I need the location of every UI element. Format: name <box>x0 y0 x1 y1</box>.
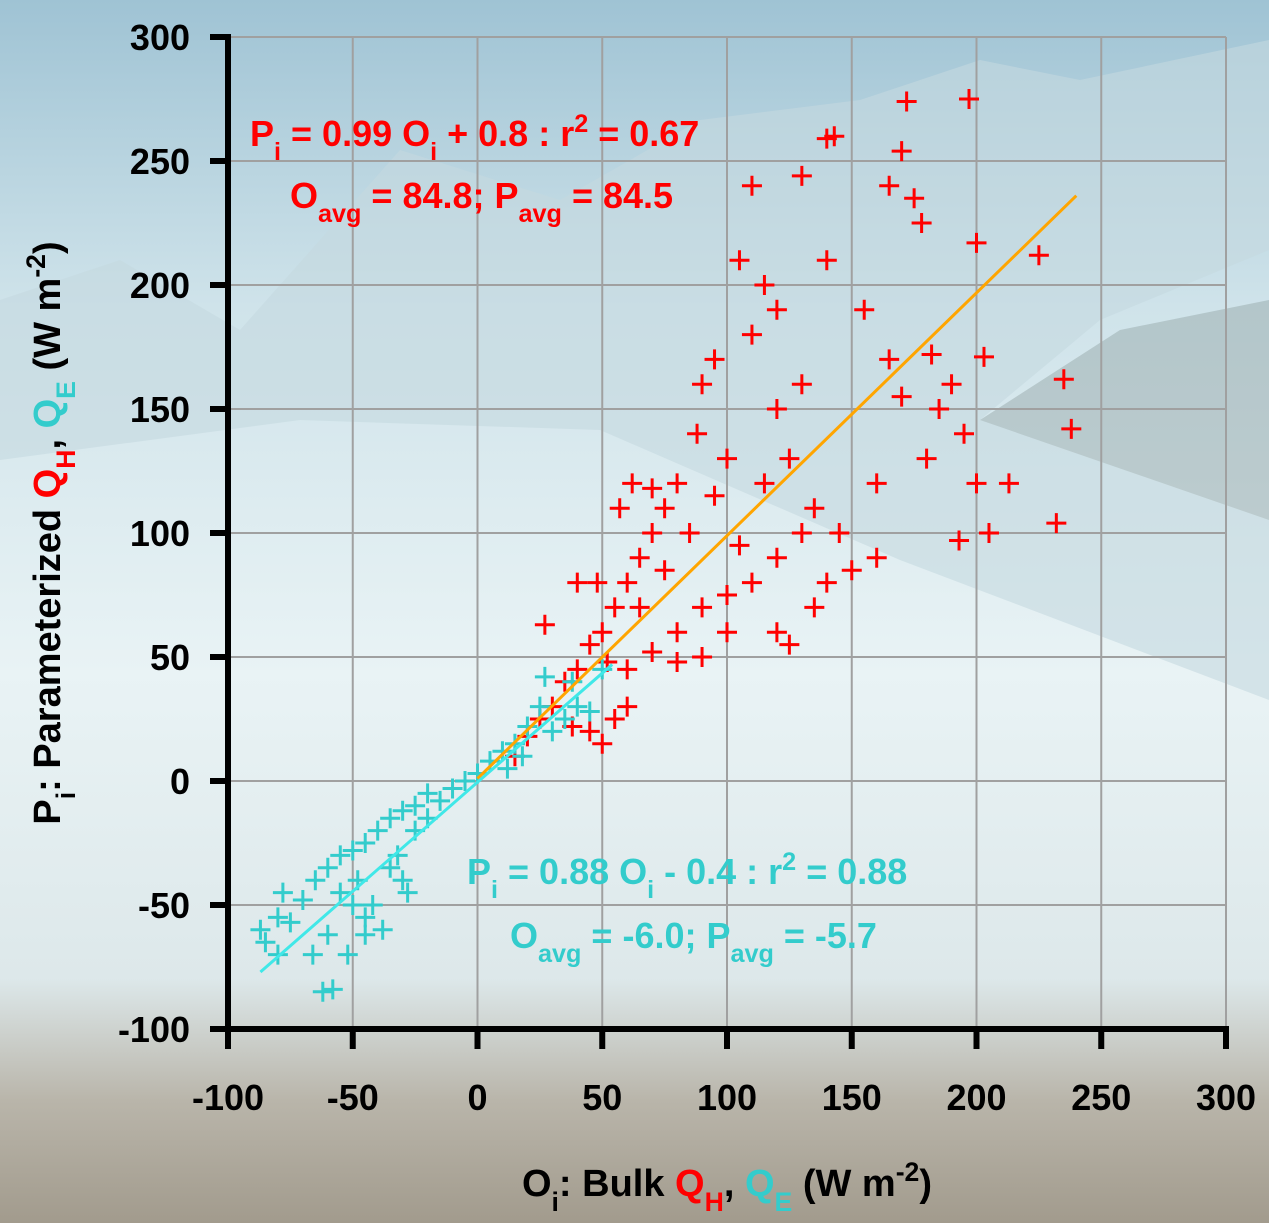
text-run: Q <box>27 469 69 499</box>
text-run: = 84.5 <box>562 175 673 216</box>
superscript: 2 <box>782 848 796 876</box>
superscript: -2 <box>896 1157 920 1187</box>
subscript: i <box>51 792 81 799</box>
subscript: i <box>552 1187 559 1217</box>
y-tick-label: 300 <box>130 17 190 58</box>
text-run: ) <box>27 241 69 254</box>
text-run: = 84.8; P <box>361 175 518 216</box>
superscript: -2 <box>21 254 51 278</box>
text-run: : Bulk <box>559 1163 675 1205</box>
subscript: i <box>491 876 498 904</box>
superscript: 2 <box>574 110 588 138</box>
text-run: = -5.7 <box>774 915 877 956</box>
subscript: i <box>647 876 654 904</box>
y-tick-label: -50 <box>138 885 190 926</box>
text-run: , <box>724 1163 745 1205</box>
subscript: E <box>775 1187 793 1217</box>
subscript: H <box>51 450 81 469</box>
text-run: Q <box>745 1163 775 1205</box>
text-run: ) <box>919 1163 932 1205</box>
x-tick-label: 150 <box>822 1077 882 1118</box>
x-tick-label: -100 <box>192 1077 264 1118</box>
text-run: (W m <box>27 278 69 381</box>
text-run: , <box>27 428 69 449</box>
text-run: P <box>27 799 69 824</box>
text-run: = 0.88 O <box>498 851 647 892</box>
text-run: = 0.88 <box>796 851 907 892</box>
y-tick-label: 0 <box>170 761 190 802</box>
x-tick-label: 300 <box>1196 1077 1256 1118</box>
chart: -100 -50 0 50 100 150 200 250 300 -100 -50 0 50 100 15… <box>0 0 1269 1223</box>
text-run: O <box>510 915 538 956</box>
text-run: - 0.4 : r <box>654 851 782 892</box>
text-run: P <box>250 113 274 154</box>
subscript: E <box>51 381 81 399</box>
subscript: avg <box>318 200 361 228</box>
text-run: = -6.0; P <box>581 915 730 956</box>
subscript: avg <box>538 940 581 968</box>
x-tick-label: 0 <box>467 1077 487 1118</box>
x-tick-label: -50 <box>327 1077 379 1118</box>
text-run: P <box>467 851 491 892</box>
text-run: Q <box>27 399 69 429</box>
y-tick-label: 150 <box>130 389 190 430</box>
y-tick-label: 250 <box>130 141 190 182</box>
subscript: avg <box>519 200 562 228</box>
subscript: avg <box>730 940 773 968</box>
y-tick-label: 200 <box>130 265 190 306</box>
y-tick-label: 50 <box>150 637 190 678</box>
x-tick-label: 200 <box>946 1077 1006 1118</box>
text-run: O <box>522 1163 552 1205</box>
subscript: H <box>705 1187 724 1217</box>
subscript: i <box>430 138 437 166</box>
y-tick-label: -100 <box>118 1009 190 1050</box>
x-tick-label: 250 <box>1071 1077 1131 1118</box>
text-run: = 0.67 <box>588 113 699 154</box>
text-run: (W m <box>792 1163 895 1205</box>
y-tick-label: 100 <box>130 513 190 554</box>
x-tick-label: 50 <box>582 1077 622 1118</box>
text-run: = 0.99 O <box>281 113 430 154</box>
subscript: i <box>274 138 281 166</box>
x-tick-label: 100 <box>697 1077 757 1118</box>
text-run: : Parameterized <box>27 498 69 792</box>
text-run: + 0.8 : r <box>437 113 574 154</box>
text-run: Q <box>675 1163 705 1205</box>
text-run: O <box>290 175 318 216</box>
